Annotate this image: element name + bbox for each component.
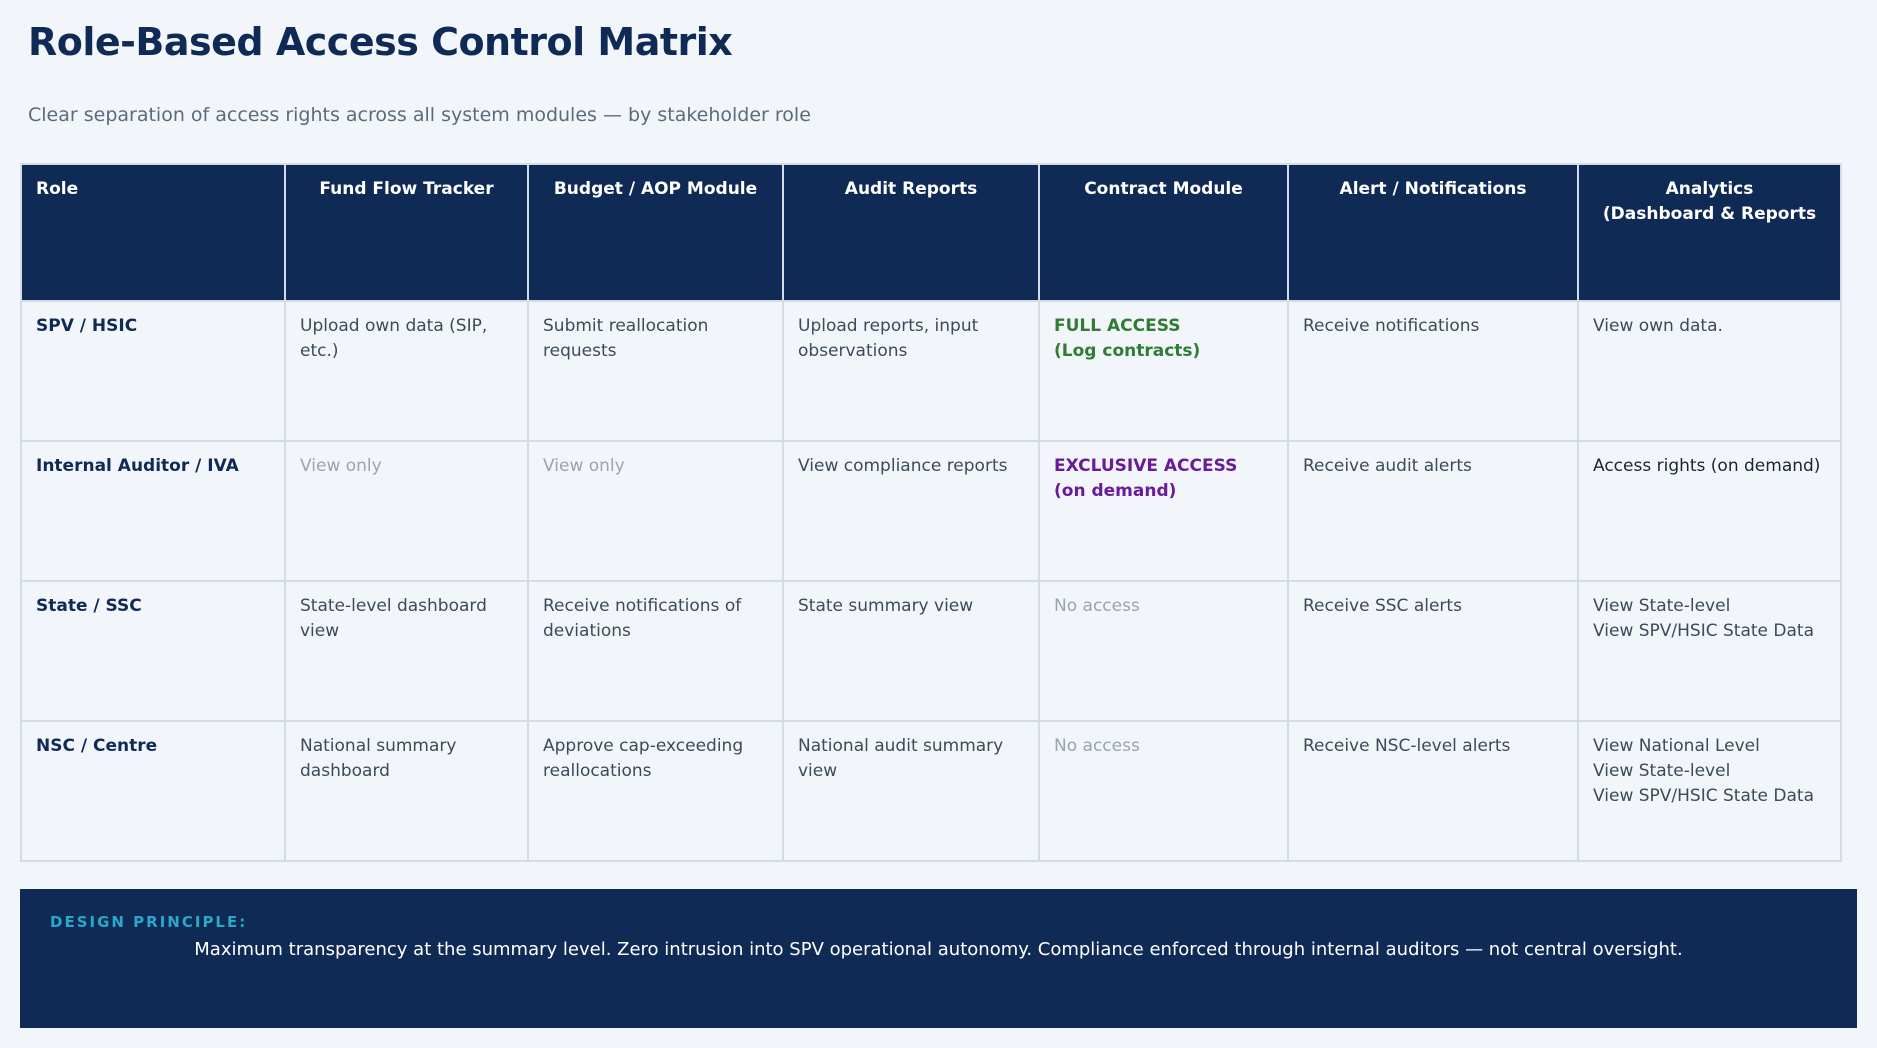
table-cell: Receive notifications: [1287, 300, 1579, 442]
table-row: State / SSC State-level dashboard view Rec…: [20, 580, 1842, 722]
table-cell: Approve cap-exceeding reallocations: [527, 720, 784, 862]
table-cell: View State-level View SPV/HSIC State Dat…: [1577, 580, 1842, 722]
table-cell: Submit reallocation requests: [527, 300, 784, 442]
table-cell: EXCLUSIVE ACCESS (on demand): [1038, 440, 1289, 582]
table-cell: View only: [527, 440, 784, 582]
table-cell: Receive NSC-level alerts: [1287, 720, 1579, 862]
table-cell: Receive SSC alerts: [1287, 580, 1579, 722]
table-row: SPV / HSIC Upload own data (SIP, etc.) Sub…: [20, 300, 1842, 442]
table-cell: No access: [1038, 720, 1289, 862]
table-cell: View compliance reports: [782, 440, 1040, 582]
table-row: NSC / Centre National summary dashboard Ap…: [20, 720, 1842, 862]
table-row: Internal Auditor / IVA View only View only…: [20, 440, 1842, 582]
table-cell: Receive notifications of deviations: [527, 580, 784, 722]
table-cell: View own data.: [1577, 300, 1842, 442]
table-cell: Receive audit alerts: [1287, 440, 1579, 582]
footer-text: Maximum transparency at the summary leve…: [194, 939, 1683, 960]
access-matrix: Role Fund Flow Tracker Budget / AOP Module…: [20, 163, 1842, 862]
footer-label: DESIGN PRINCIPLE:: [50, 913, 248, 931]
table-cell: National audit summary view: [782, 720, 1040, 862]
role-cell: Internal Auditor / IVA: [20, 440, 286, 582]
header-row: Role Fund Flow Tracker Budget / AOP Module…: [20, 163, 1842, 302]
column-header: Alert / Notifications: [1287, 163, 1579, 302]
table-cell: Upload own data (SIP, etc.): [284, 300, 529, 442]
column-header: Contract Module: [1038, 163, 1289, 302]
role-cell: State / SSC: [20, 580, 286, 722]
table-cell: State-level dashboard view: [284, 580, 529, 722]
column-header: Analytics (Dashboard & Reports: [1577, 163, 1842, 302]
column-header: Audit Reports: [782, 163, 1040, 302]
role-cell: NSC / Centre: [20, 720, 286, 862]
table-cell: State summary view: [782, 580, 1040, 722]
column-header: Role: [20, 163, 286, 302]
design-principle: DESIGN PRINCIPLE: Maximum transparency a…: [20, 889, 1857, 1028]
table-cell: View National Level View State-level Vie…: [1577, 720, 1842, 862]
column-header: Budget / AOP Module: [527, 163, 784, 302]
role-cell: SPV / HSIC: [20, 300, 286, 442]
subtitle: Clear separation of access rights across…: [28, 104, 811, 126]
table-body: SPV / HSIC Upload own data (SIP, etc.) Sub…: [20, 300, 1842, 862]
table-cell: No access: [1038, 580, 1289, 722]
table-cell: National summary dashboard: [284, 720, 529, 862]
table-cell: View only: [284, 440, 529, 582]
column-header: Fund Flow Tracker: [284, 163, 529, 302]
title: Role-Based Access Control Matrix: [28, 20, 733, 64]
table-cell: Access rights (on demand): [1577, 440, 1842, 582]
table-cell: FULL ACCESS (Log contracts): [1038, 300, 1289, 442]
table-cell: Upload reports, input observations: [782, 300, 1040, 442]
